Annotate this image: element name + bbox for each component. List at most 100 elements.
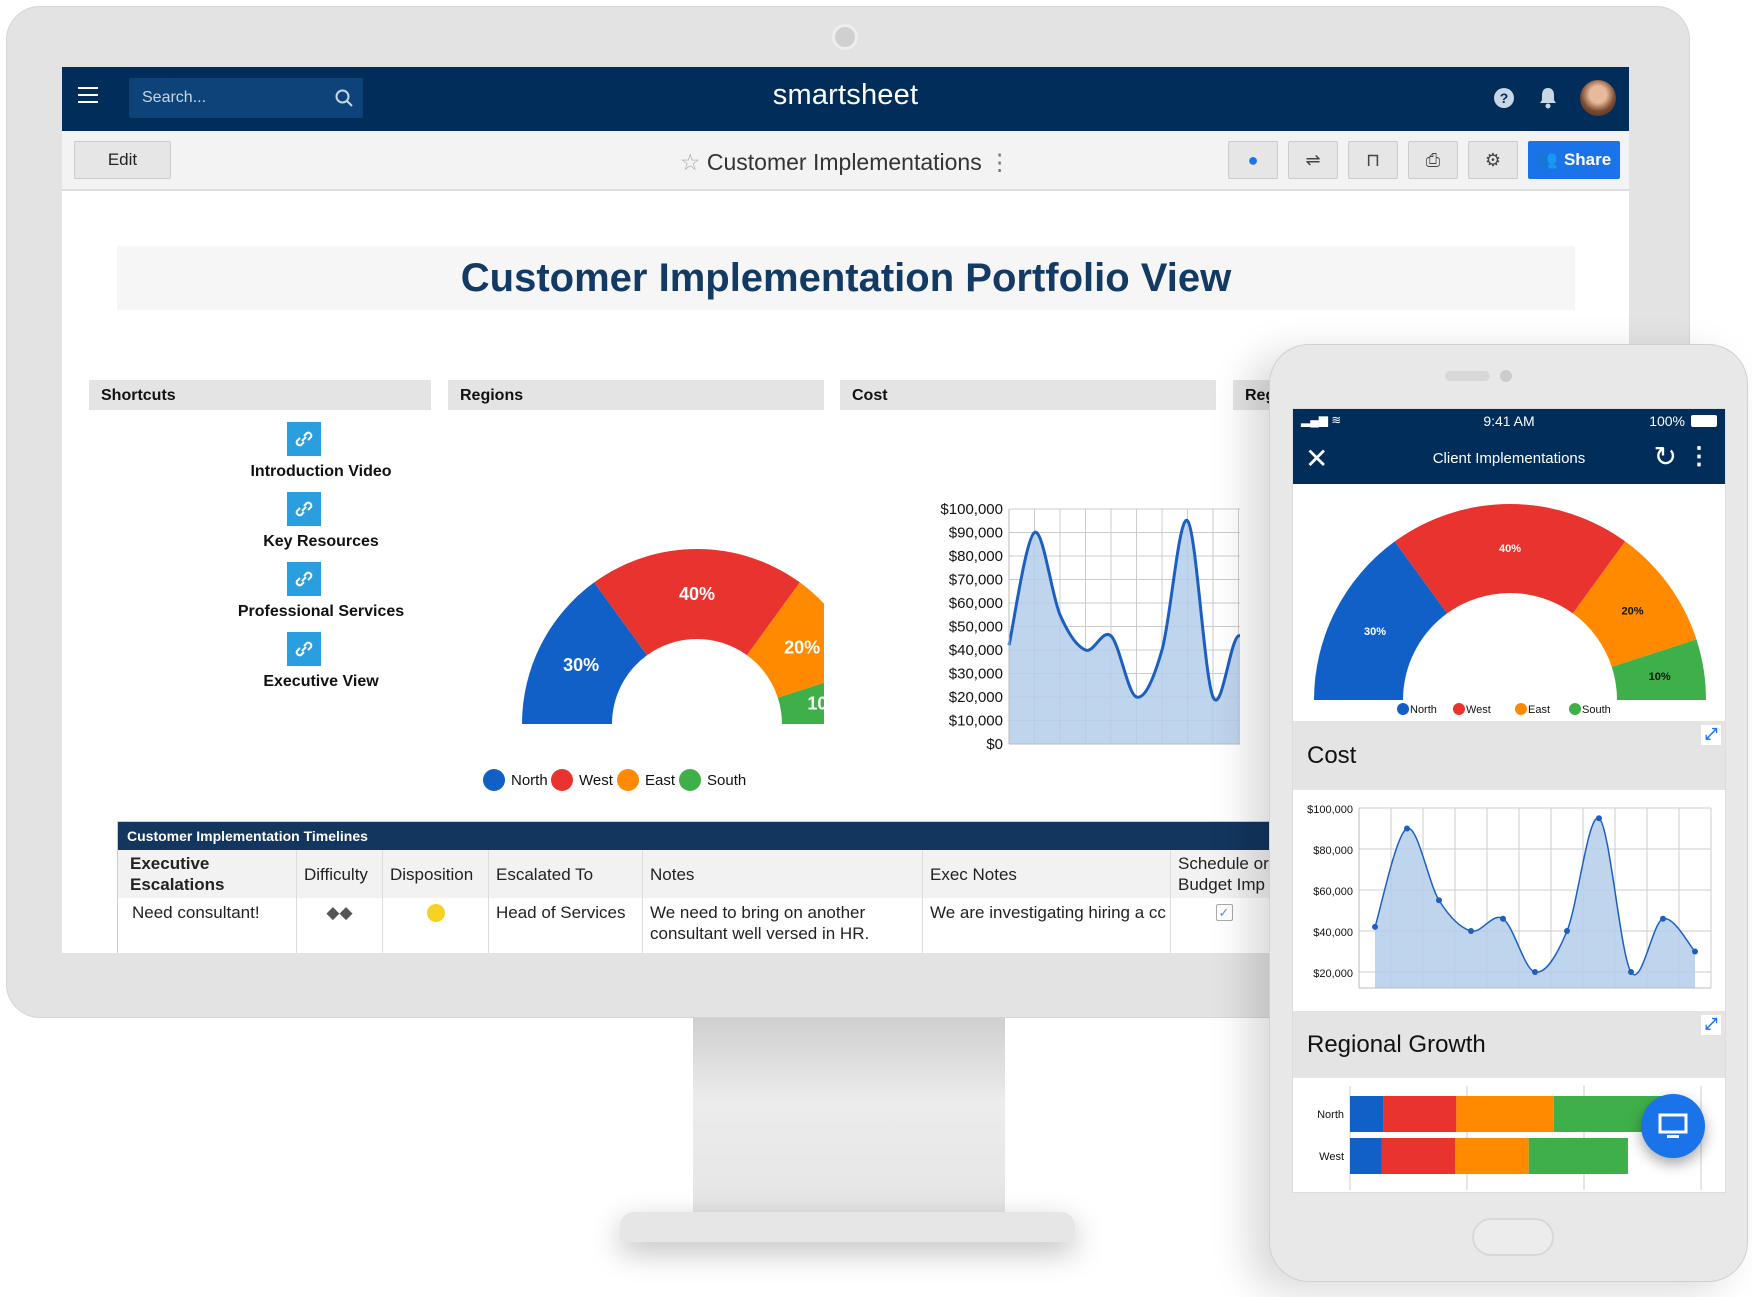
data-point[interactable]	[1372, 923, 1378, 930]
search-icon[interactable]	[335, 89, 353, 107]
checkbox[interactable]: ✓	[1215, 904, 1233, 921]
data-point[interactable]	[1436, 897, 1442, 904]
y-tick-label: $20,000	[1313, 968, 1353, 980]
slice-south[interactable]	[1611, 639, 1706, 700]
expand-icon[interactable]: ⤢	[1701, 1015, 1721, 1035]
cost-area	[1009, 520, 1240, 744]
phone-home-button[interactable]	[1472, 1218, 1554, 1256]
legend-dot	[1397, 703, 1409, 715]
settings-user-icon[interactable]: ⚙	[1468, 141, 1518, 179]
slice-east[interactable]	[746, 582, 824, 698]
column-header[interactable]: Executive Escalations	[118, 850, 297, 898]
slice-label: 30%	[563, 655, 599, 675]
data-point[interactable]	[1660, 915, 1666, 922]
slice-west[interactable]	[1394, 504, 1626, 614]
column-header[interactable]: Exec Notes	[923, 850, 1171, 898]
legend-dot	[483, 769, 505, 791]
table-cell-difficulty[interactable]: ◆◆	[297, 898, 383, 953]
presentation-icon[interactable]: ⊓	[1348, 141, 1398, 179]
link-icon[interactable]	[287, 562, 321, 596]
data-point[interactable]	[1564, 928, 1570, 935]
legend-label[interactable]: North	[511, 772, 548, 789]
activity-icon[interactable]: ⇌	[1288, 141, 1338, 179]
legend-label[interactable]: East	[645, 772, 676, 789]
data-point[interactable]	[1468, 928, 1474, 935]
table-cell-impact[interactable]: ✓	[1171, 898, 1278, 953]
slice-north[interactable]	[522, 582, 648, 724]
data-point[interactable]	[1596, 815, 1602, 822]
y-tick-label: $80,000	[949, 548, 1003, 565]
legend-label[interactable]: East	[1528, 704, 1550, 716]
share-button[interactable]: 👥 Share	[1528, 141, 1620, 179]
slice-west[interactable]	[594, 549, 800, 656]
column-header[interactable]: Disposition	[383, 850, 489, 898]
print-icon[interactable]: ⎙	[1408, 141, 1458, 179]
smartsheet-logo: smartsheet	[772, 79, 919, 111]
refresh-icon[interactable]: ↻	[1653, 441, 1677, 472]
bell-icon[interactable]	[1538, 86, 1558, 110]
more-menu-icon[interactable]: ⋮	[981, 149, 1012, 175]
search-input[interactable]: Search...	[129, 78, 363, 118]
column-header[interactable]: Schedule or Budget Imp	[1171, 850, 1278, 898]
data-point[interactable]	[1628, 969, 1634, 976]
data-point[interactable]	[1532, 969, 1538, 976]
bar-segment-east[interactable]	[1455, 1138, 1529, 1174]
link-icon[interactable]	[287, 422, 321, 456]
data-point[interactable]	[1404, 825, 1410, 832]
legend-label[interactable]: North	[1410, 704, 1437, 716]
monitor-icon	[1658, 1113, 1688, 1138]
column-header[interactable]: Notes	[643, 850, 923, 898]
close-icon[interactable]: ✕	[1305, 443, 1329, 474]
bar-segment-north[interactable]	[1350, 1096, 1384, 1132]
widget-header-shortcuts: Shortcuts	[89, 380, 431, 410]
legend-label[interactable]: South	[707, 772, 746, 789]
table-title: Customer Implementation Timelines	[118, 822, 1276, 850]
y-tick-label: $100,000	[940, 501, 1003, 518]
data-point[interactable]	[1500, 915, 1506, 922]
phone-cost-title: Cost	[1307, 741, 1357, 769]
link-icon[interactable]	[287, 632, 321, 666]
bar-segment-north[interactable]	[1350, 1138, 1382, 1174]
data-point[interactable]	[1692, 948, 1698, 955]
column-header[interactable]: Difficulty	[297, 850, 383, 898]
y-tick-label: $70,000	[949, 572, 1003, 589]
shortcut-link[interactable]: Introduction Video	[250, 463, 392, 480]
y-tick-label: $10,000	[949, 713, 1003, 730]
phone-growth-header: Regional Growth ⤢	[1293, 1011, 1725, 1078]
slice-south[interactable]	[777, 670, 824, 724]
y-tick-label: $90,000	[949, 525, 1003, 542]
shortcut-link[interactable]: Key Resources	[263, 533, 379, 550]
avatar[interactable]	[1580, 80, 1616, 116]
table-cell-escalated-to[interactable]: Head of Services	[489, 898, 643, 953]
legend-dot	[1453, 703, 1465, 715]
globe-icon[interactable]: ●	[1228, 141, 1278, 179]
slice-east[interactable]	[1572, 541, 1697, 667]
bar-segment-west[interactable]	[1381, 1138, 1456, 1174]
legend-label[interactable]: West	[579, 772, 614, 789]
bar-segment-east[interactable]	[1456, 1096, 1554, 1132]
shortcut-link[interactable]: Professional Services	[237, 603, 405, 620]
table-cell-escalation[interactable]: Need consultant!	[118, 898, 297, 953]
table-cell-disposition[interactable]	[383, 898, 489, 953]
bar-segment-south[interactable]	[1528, 1138, 1628, 1174]
expand-icon[interactable]: ⤢	[1701, 725, 1721, 745]
shortcut-link[interactable]: Executive View	[263, 673, 379, 690]
sheet-title: ☆ Customer Implementations ⋮	[62, 149, 1629, 176]
bar-segment-west[interactable]	[1383, 1096, 1457, 1132]
column-header[interactable]: Escalated To	[489, 850, 643, 898]
slice-north[interactable]	[1314, 541, 1448, 700]
star-icon[interactable]: ☆	[679, 149, 707, 175]
edit-button[interactable]: Edit	[74, 141, 171, 179]
more-menu-icon[interactable]: ⋮	[1687, 443, 1711, 470]
legend-label[interactable]: West	[1466, 704, 1491, 716]
link-icon[interactable]	[287, 492, 321, 526]
desktop-view-button[interactable]	[1641, 1094, 1705, 1158]
legend-label[interactable]: South	[1582, 704, 1611, 716]
table-cell-exec-notes[interactable]: We are investigating hiring a cc	[923, 898, 1171, 953]
help-icon[interactable]: ?	[1494, 88, 1514, 108]
table-cell-notes[interactable]: We need to bring on another consultant w…	[643, 898, 923, 953]
hamburger-menu-icon[interactable]	[78, 87, 98, 103]
y-tick-label: $30,000	[949, 666, 1003, 683]
y-tick-label: $60,000	[1313, 886, 1353, 898]
cost-area	[1375, 817, 1695, 988]
